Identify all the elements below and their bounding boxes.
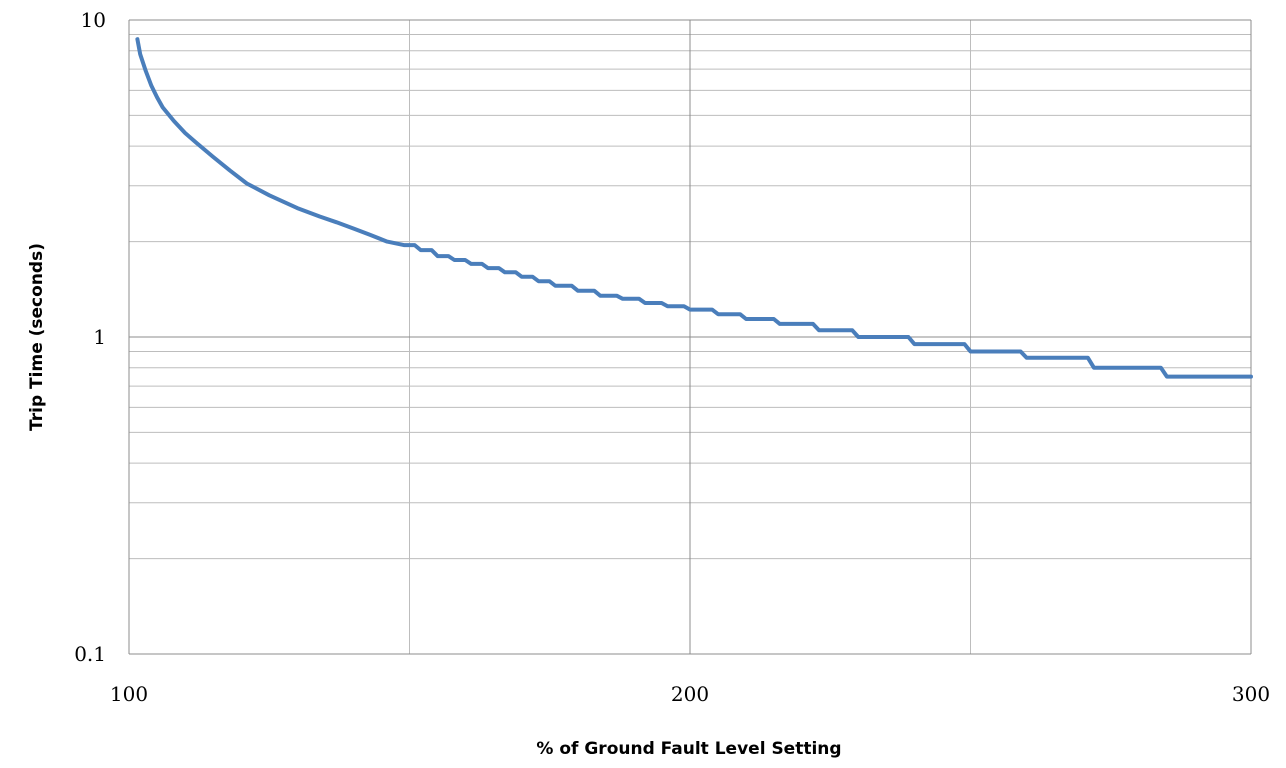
- x-tick-label: 200: [671, 682, 709, 706]
- y-tick-label: 10: [81, 8, 106, 32]
- y-tick-label: 0.1: [74, 642, 106, 666]
- major-gridlines: [128, 19, 1252, 655]
- y-axis-label: Trip Time (seconds): [27, 243, 47, 431]
- y-tick-label: 1: [93, 325, 106, 349]
- x-tick-label: 100: [110, 682, 148, 706]
- x-axis-label: % of Ground Fault Level Setting: [536, 739, 841, 759]
- tick-labels: 100 200 300 0.1 1 10: [74, 8, 1270, 706]
- series-line-0: [135, 37, 1253, 379]
- series-layer: [135, 37, 1253, 379]
- x-tick-label: 300: [1232, 682, 1270, 706]
